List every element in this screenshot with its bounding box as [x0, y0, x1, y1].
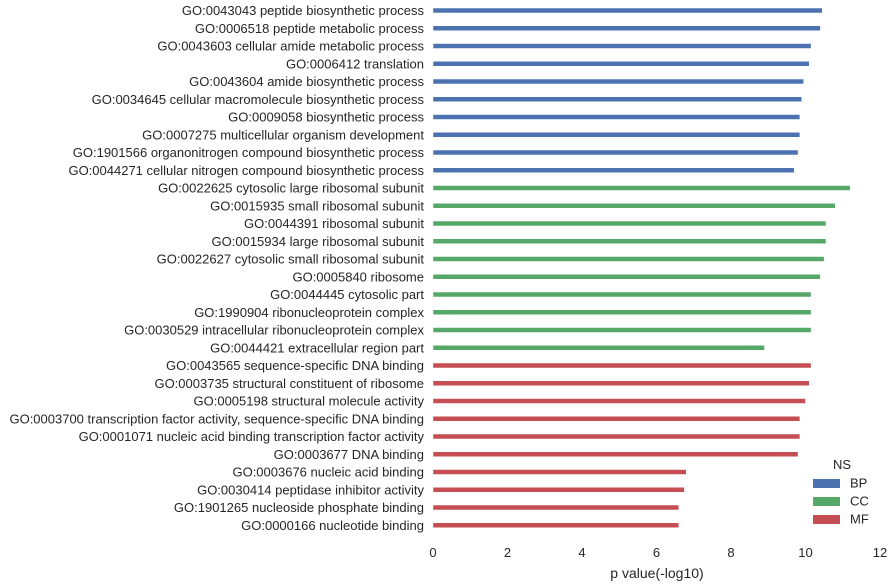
bar-bp — [432, 43, 812, 49]
bar-bp — [432, 25, 821, 31]
category-label: GO:0044421 extracellular region part — [210, 340, 424, 355]
category-label: GO:0022625 cytosolic large ribosomal sub… — [158, 181, 424, 196]
bars-layer — [432, 7, 851, 528]
bar-mf — [432, 416, 801, 422]
bar-cc — [432, 309, 812, 315]
bar-mf — [432, 504, 680, 511]
bar-cc — [432, 291, 812, 298]
bar-bp — [432, 167, 795, 173]
category-label: GO:0003735 structural constituent of rib… — [154, 376, 424, 391]
category-label: GO:0043604 amide biosynthetic process — [189, 74, 424, 89]
x-tick-label: 12 — [873, 545, 887, 560]
bar-mf — [432, 469, 687, 475]
bar-mf — [432, 451, 799, 457]
category-label: GO:1901566 organonitrogen compound biosy… — [73, 145, 425, 160]
bar-cc — [432, 220, 827, 227]
bar-bp — [432, 132, 801, 138]
category-label: GO:0022627 cytosolic small ribosomal sub… — [157, 252, 425, 267]
category-label: GO:0030414 peptidase inhibitor activity — [197, 482, 424, 497]
category-label: GO:1990904 ribonucleoprotein complex — [194, 305, 424, 320]
category-label: GO:0044391 ribosomal subunit — [244, 216, 424, 231]
category-label: GO:0006518 peptide metabolic process — [195, 21, 425, 36]
legend-title: NS — [833, 457, 851, 472]
legend-entries: BP CC MF — [813, 476, 869, 527]
bar-mf — [432, 522, 680, 528]
bar-cc — [432, 345, 765, 351]
x-tick-label: 8 — [727, 545, 734, 560]
bar-bp — [432, 149, 799, 156]
category-label: GO:0000166 nucleotide binding — [241, 518, 424, 533]
legend-label-bp: BP — [850, 476, 867, 491]
x-axis-title: p value(-log10) — [610, 565, 703, 581]
legend-label-mf: MF — [850, 512, 869, 527]
category-label: GO:0001071 nucleic acid binding transcri… — [79, 429, 425, 444]
bar-cc — [432, 203, 836, 209]
category-labels: GO:0043043 peptide biosynthetic process G… — [9, 3, 424, 533]
category-label: GO:0007275 multicellular organism develo… — [142, 127, 424, 142]
bar-bp — [432, 114, 801, 120]
category-label: GO:0003676 nucleic acid binding — [232, 465, 424, 480]
category-label: GO:0006412 translation — [286, 56, 424, 71]
bar-bp — [432, 96, 803, 102]
x-tick-label: 0 — [429, 545, 436, 560]
legend-swatch-mf — [813, 515, 840, 524]
category-label: GO:0043043 peptide biosynthetic process — [182, 3, 425, 18]
bar-cc — [432, 274, 821, 280]
x-tick-label: 2 — [504, 545, 511, 560]
category-label: GO:0044445 cytosolic part — [270, 287, 424, 302]
bar-mf — [432, 362, 812, 369]
category-label: GO:0003677 DNA binding — [274, 447, 424, 462]
legend-swatch-bp — [813, 479, 840, 488]
category-label: GO:0034645 cellular macromolecule biosyn… — [92, 92, 425, 107]
category-label: GO:0015934 large ribosomal subunit — [212, 234, 425, 249]
category-label: GO:0005840 ribosome — [292, 269, 424, 284]
category-label: GO:0003700 transcription factor activity… — [9, 411, 424, 426]
legend-label-cc: CC — [850, 494, 869, 509]
category-label: GO:1901265 nucleoside phosphate binding — [174, 500, 424, 515]
bar-mf — [432, 487, 685, 493]
bar-cc — [432, 238, 827, 244]
bar-bp — [432, 7, 823, 14]
x-axis-ticks: 0 2 4 6 8 10 12 — [429, 545, 887, 560]
category-label: GO:0009058 biosynthetic process — [228, 110, 424, 125]
x-tick-label: 10 — [798, 545, 812, 560]
category-label: GO:0015935 small ribosomal subunit — [210, 198, 424, 213]
bar-mf — [432, 380, 810, 386]
category-label: GO:0043603 cellular amide metabolic proc… — [157, 39, 424, 54]
category-label: GO:0030529 intracellular ribonucleoprote… — [124, 323, 424, 338]
x-tick-label: 4 — [578, 545, 585, 560]
bar-mf — [432, 433, 801, 440]
legend-swatch-cc — [813, 497, 840, 506]
category-label: GO:0043565 sequence-specific DNA binding — [166, 358, 424, 373]
bar-bp — [432, 78, 804, 85]
bar-cc — [432, 327, 812, 333]
x-tick-label: 6 — [653, 545, 660, 560]
bar-cc — [432, 256, 825, 262]
legend: NS BP CC MF — [813, 457, 869, 527]
bar-cc — [432, 185, 851, 191]
category-label: GO:0005198 structural molecule activity — [194, 394, 425, 409]
bar-bp — [432, 61, 810, 67]
bar-mf — [432, 398, 806, 404]
category-label: GO:0044271 cellular nitrogen compound bi… — [68, 163, 424, 178]
